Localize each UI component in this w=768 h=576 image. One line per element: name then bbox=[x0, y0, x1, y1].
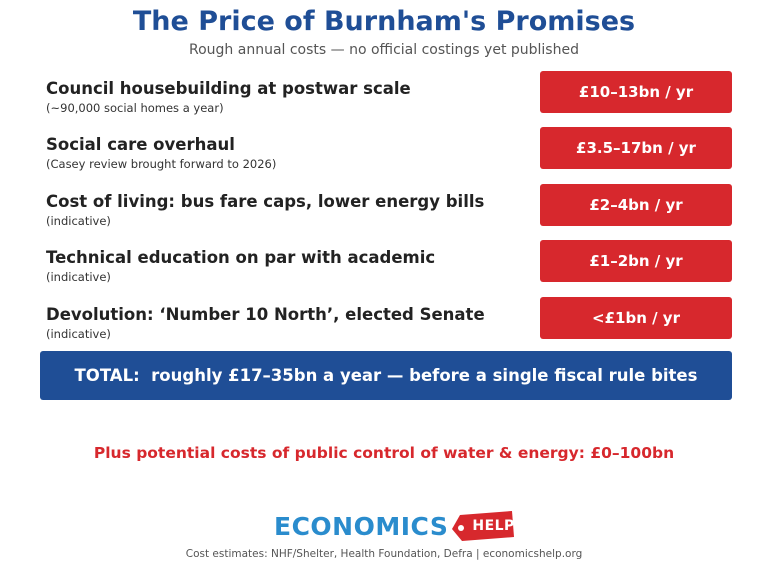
logo-wordmark: ECONOMICS bbox=[274, 511, 449, 541]
cost-row-title: Social care overhaul bbox=[46, 135, 235, 154]
page-subtitle: Rough annual costs — no official costing… bbox=[189, 42, 579, 58]
cost-badge: £3.5–17bn / yr bbox=[540, 127, 732, 169]
cost-row-title: Cost of living: bus fare caps, lower ene… bbox=[46, 192, 485, 211]
total-bar: TOTAL: roughly £17–35bn a year — before … bbox=[40, 351, 732, 400]
cost-row-housebuilding: Council housebuilding at postwar scale (… bbox=[0, 71, 768, 115]
cost-row-cost-of-living: Cost of living: bus fare caps, lower ene… bbox=[0, 184, 768, 228]
cost-row-note: (indicative) bbox=[46, 214, 111, 228]
cost-row-note: (indicative) bbox=[46, 270, 111, 284]
cost-row-title: Council housebuilding at postwar scale bbox=[46, 79, 411, 98]
page-title: The Price of Burnham's Promises bbox=[132, 6, 636, 37]
cost-row-note: (Casey review brought forward to 2026) bbox=[46, 157, 277, 171]
cost-row-title: Devolution: ‘Number 10 North’, elected S… bbox=[46, 305, 485, 324]
cost-badge: £2–4bn / yr bbox=[540, 184, 732, 226]
cost-row-devolution: Devolution: ‘Number 10 North’, elected S… bbox=[0, 297, 768, 341]
logo-tag-label: HELP bbox=[472, 518, 515, 534]
cost-badge: £1–2bn / yr bbox=[540, 240, 732, 282]
price-tag-icon: HELP bbox=[450, 511, 516, 541]
cost-row-technical-education: Technical education on par with academic… bbox=[0, 240, 768, 284]
cost-row-social-care: Social care overhaul (Casey review broug… bbox=[0, 127, 768, 171]
cost-row-title: Technical education on par with academic bbox=[46, 248, 436, 267]
cost-row-note: (indicative) bbox=[46, 327, 111, 341]
cost-row-note: (~90,000 social homes a year) bbox=[46, 101, 224, 115]
economics-help-logo: ECONOMICS HELP bbox=[274, 508, 516, 544]
source-footer: Cost estimates: NHF/Shelter, Health Foun… bbox=[185, 548, 583, 560]
cost-badge: <£1bn / yr bbox=[540, 297, 732, 339]
cost-badge: £10–13bn / yr bbox=[540, 71, 732, 113]
additional-costs-note: Plus potential costs of public control o… bbox=[93, 444, 675, 462]
